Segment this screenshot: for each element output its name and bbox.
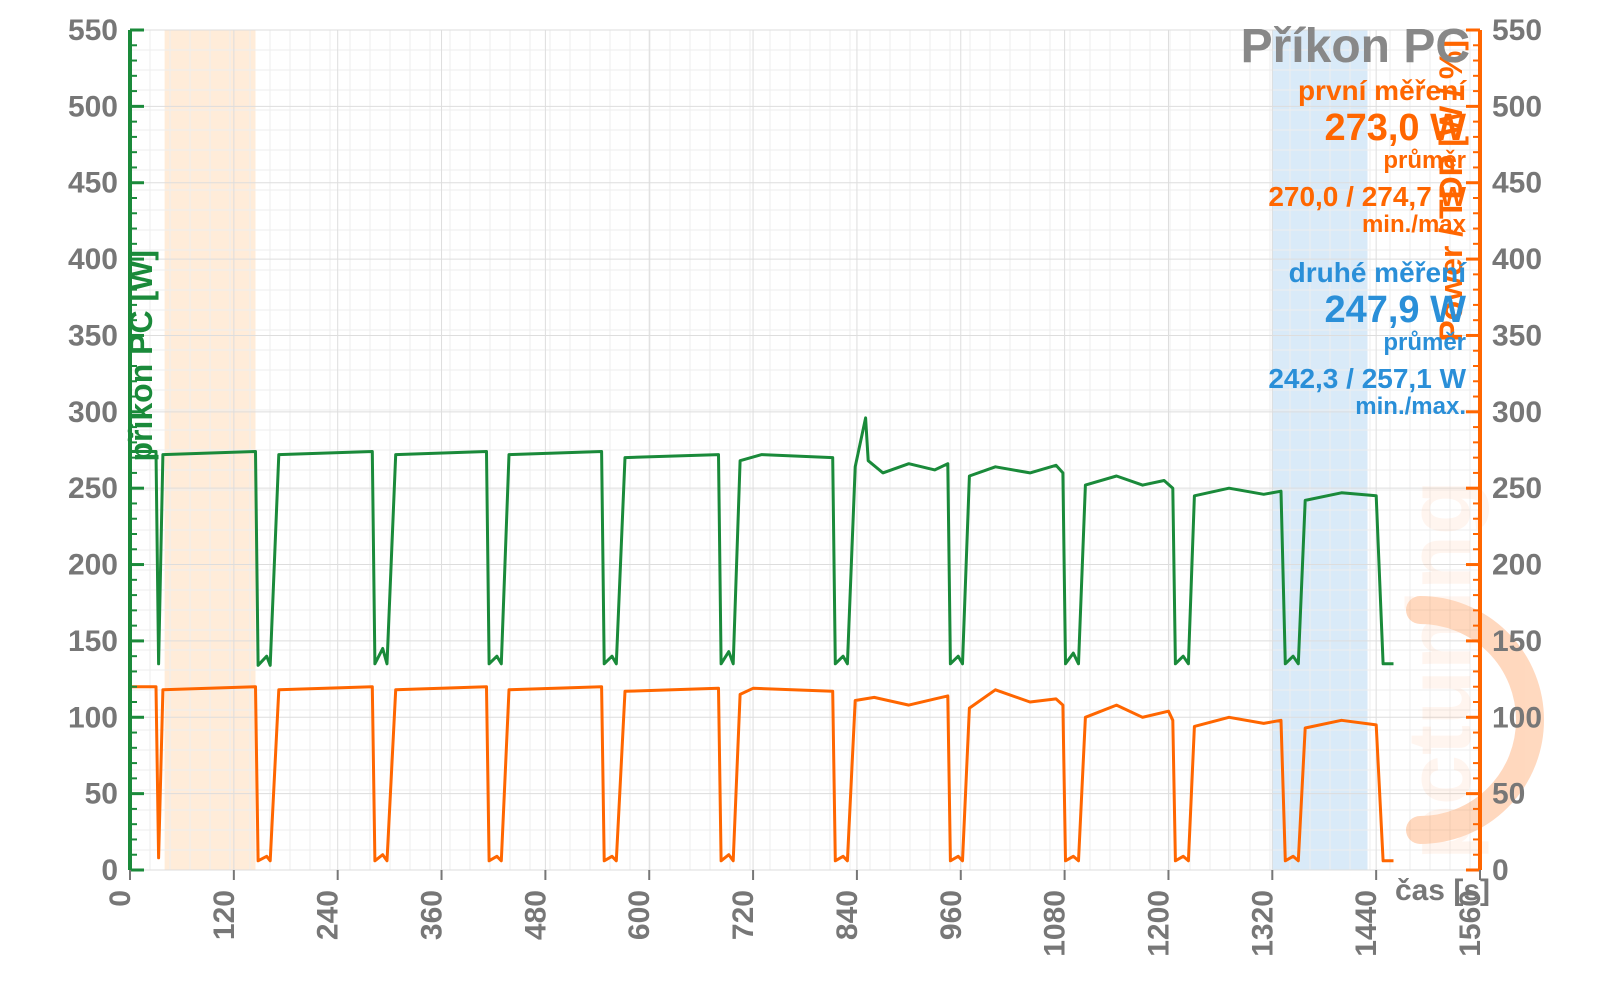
x-tick-label: 360 [416, 890, 449, 940]
chart-container: pctuning05010015020025030035040045050055… [0, 0, 1600, 1008]
x-tick-label: 1200 [1142, 890, 1175, 957]
x-tick-label: 120 [208, 890, 241, 940]
y-left-tick-label: 250 [68, 472, 118, 505]
x-tick-label: 0 [104, 890, 137, 907]
y-left-tick-label: 500 [68, 90, 118, 123]
anno-first-sub1: průměr [1383, 147, 1466, 174]
x-tick-label: 1080 [1039, 890, 1072, 957]
y-left-tick-label: 50 [85, 778, 118, 811]
y-right-tick-label: 300 [1492, 396, 1542, 429]
anno-first-sub2: min./max [1362, 211, 1467, 238]
anno-second-value: 247,9 W [1324, 289, 1466, 331]
y-right-tick-label: 450 [1492, 167, 1542, 200]
y-left-tick-label: 150 [68, 625, 118, 658]
y-left-tick-label: 400 [68, 243, 118, 276]
y-right-tick-label: 350 [1492, 319, 1542, 352]
x-tick-label: 720 [727, 890, 760, 940]
y-right-tick-label: 500 [1492, 90, 1542, 123]
y-right-tick-label: 50 [1492, 778, 1525, 811]
y-left-tick-label: 0 [101, 854, 118, 887]
x-tick-label: 480 [519, 890, 552, 940]
y-left-tick-label: 550 [68, 14, 118, 47]
chart-title: Příkon PC [1241, 20, 1470, 73]
y-left-tick-label: 350 [68, 319, 118, 352]
y-right-tick-label: 400 [1492, 243, 1542, 276]
y-left-tick-label: 100 [68, 701, 118, 734]
x-tick-label: 960 [935, 890, 968, 940]
y-left-axis-title: příkon PC [W] [123, 250, 159, 462]
y-left-tick-label: 300 [68, 396, 118, 429]
x-tick-label: 600 [623, 890, 656, 940]
anno-second-sub2: min./max. [1355, 393, 1466, 420]
anno-second-heading: druhé měření [1289, 257, 1468, 288]
y-left-tick-label: 450 [68, 167, 118, 200]
x-tick-label: 240 [312, 890, 345, 940]
anno-first-range: 270,0 / 274,7 W [1268, 181, 1466, 212]
y-right-tick-label: 250 [1492, 472, 1542, 505]
x-axis-title: čas [s] [1395, 874, 1490, 907]
x-tick-label: 840 [831, 890, 864, 940]
svg-text:pctuning: pctuning [1390, 480, 1490, 860]
anno-second-sub1: průměr [1383, 329, 1466, 356]
anno-first-heading: první měření [1298, 75, 1467, 106]
y-right-tick-label: 150 [1492, 625, 1542, 658]
anno-second-range: 242,3 / 257,1 W [1268, 363, 1466, 394]
y-left-tick-label: 200 [68, 549, 118, 582]
y-right-tick-label: 200 [1492, 549, 1542, 582]
x-tick-label: 1440 [1350, 890, 1383, 957]
anno-first-value: 273,0 W [1324, 107, 1466, 149]
x-tick-label: 1320 [1246, 890, 1279, 957]
chart-svg: pctuning05010015020025030035040045050055… [0, 0, 1600, 1008]
y-right-tick-label: 0 [1492, 854, 1509, 887]
y-right-tick-label: 550 [1492, 14, 1542, 47]
y-right-tick-label: 100 [1492, 701, 1542, 734]
